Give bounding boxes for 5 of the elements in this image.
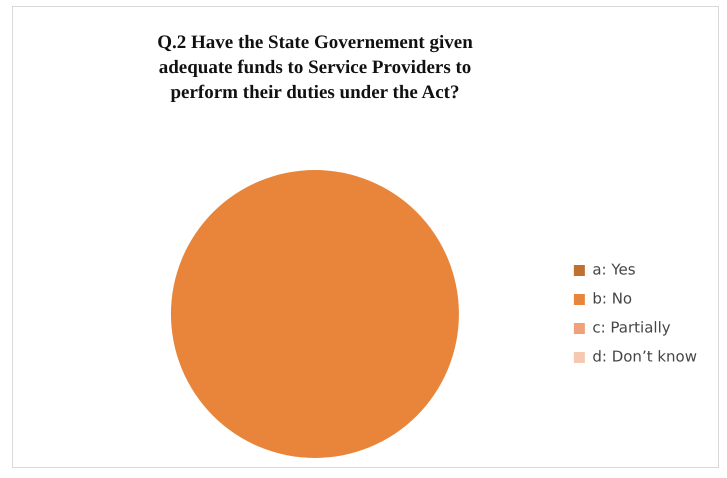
chart-title: Q.2 Have the State Governement given adequate funds to Service Providers to perform their duties under the Act?	[156, 31, 474, 105]
legend-label: c: Partially	[592, 318, 671, 336]
legend-label: b: No	[592, 289, 632, 308]
legend-label: a: Yes	[592, 260, 636, 278]
legend-label: d: Don’t know	[592, 347, 698, 366]
